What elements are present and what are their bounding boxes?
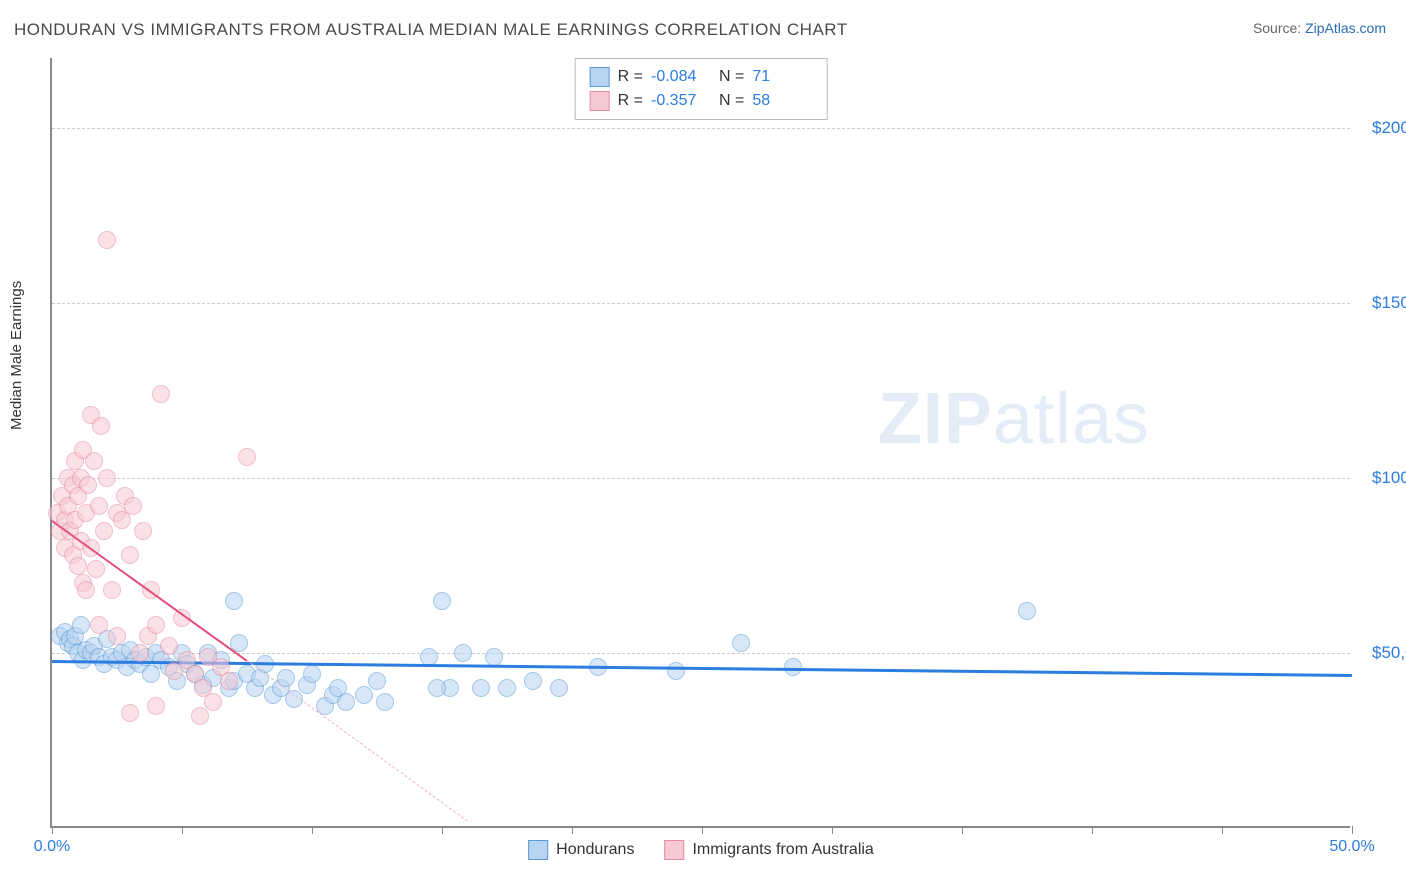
chart-title: HONDURAN VS IMMIGRANTS FROM AUSTRALIA ME… xyxy=(14,20,848,40)
data-point xyxy=(95,522,113,540)
data-point xyxy=(454,644,472,662)
data-point xyxy=(85,452,103,470)
x-tick-label: 0.0% xyxy=(34,838,70,856)
data-point xyxy=(147,697,165,715)
data-point xyxy=(225,592,243,610)
data-point xyxy=(191,707,209,725)
r-label: R = xyxy=(618,92,643,110)
x-tick xyxy=(1092,826,1093,834)
x-tick xyxy=(572,826,573,834)
data-point xyxy=(368,672,386,690)
data-point xyxy=(420,648,438,666)
legend-swatch xyxy=(590,91,610,111)
correlation-legend: R = -0.084 N = 71 R = -0.357 N = 58 xyxy=(575,58,828,120)
legend-label: Immigrants from Australia xyxy=(692,841,873,859)
data-point xyxy=(524,672,542,690)
data-point xyxy=(147,616,165,634)
data-point xyxy=(90,497,108,515)
y-tick-label: $150,000 xyxy=(1360,293,1406,313)
source-label: Source: xyxy=(1253,20,1301,36)
data-point xyxy=(498,679,516,697)
data-point xyxy=(550,679,568,697)
data-point xyxy=(77,581,95,599)
data-point xyxy=(121,704,139,722)
data-point xyxy=(90,616,108,634)
legend-item: Immigrants from Australia xyxy=(664,840,873,860)
data-point xyxy=(98,469,116,487)
x-tick xyxy=(702,826,703,834)
source-attribution: Source: ZipAtlas.com xyxy=(1253,20,1386,36)
legend-label: Hondurans xyxy=(556,841,634,859)
watermark-bold: ZIP xyxy=(878,379,993,459)
x-tick-label: 50.0% xyxy=(1329,838,1374,856)
data-point xyxy=(472,679,490,697)
x-tick xyxy=(1222,826,1223,834)
legend-swatch xyxy=(590,67,610,87)
n-value: 71 xyxy=(752,68,812,86)
data-point xyxy=(79,476,97,494)
x-tick xyxy=(52,826,53,834)
r-value: -0.357 xyxy=(651,92,711,110)
plot-area: ZIPatlas R = -0.084 N = 71 R = -0.357 N = 5… xyxy=(50,58,1350,828)
data-point xyxy=(152,385,170,403)
gridline xyxy=(52,478,1350,479)
gridline xyxy=(52,128,1350,129)
n-label: N = xyxy=(719,92,744,110)
data-point xyxy=(238,448,256,466)
data-point xyxy=(124,497,142,515)
n-value: 58 xyxy=(752,92,812,110)
data-point xyxy=(220,672,238,690)
data-point xyxy=(87,560,105,578)
y-axis-label: Median Male Earnings xyxy=(8,281,25,430)
x-tick xyxy=(312,826,313,834)
data-point xyxy=(121,546,139,564)
data-point xyxy=(134,522,152,540)
x-tick xyxy=(832,826,833,834)
data-point xyxy=(98,231,116,249)
data-point xyxy=(92,417,110,435)
x-tick xyxy=(182,826,183,834)
legend-item: Hondurans xyxy=(528,840,634,860)
x-tick xyxy=(442,826,443,834)
gridline xyxy=(52,303,1350,304)
legend-swatch xyxy=(664,840,684,860)
y-tick-label: $100,000 xyxy=(1360,468,1406,488)
watermark-light: atlas xyxy=(993,379,1150,459)
data-point xyxy=(72,616,90,634)
legend-row: R = -0.357 N = 58 xyxy=(590,89,813,113)
data-point xyxy=(1018,602,1036,620)
data-point xyxy=(376,693,394,711)
r-value: -0.084 xyxy=(651,68,711,86)
y-tick-label: $200,000 xyxy=(1360,118,1406,138)
data-point xyxy=(108,627,126,645)
legend-swatch xyxy=(528,840,548,860)
data-point xyxy=(160,637,178,655)
data-point xyxy=(667,662,685,680)
data-point xyxy=(732,634,750,652)
n-label: N = xyxy=(719,68,744,86)
data-point xyxy=(355,686,373,704)
data-point xyxy=(303,665,321,683)
x-tick xyxy=(1352,826,1353,834)
r-label: R = xyxy=(618,68,643,86)
x-tick xyxy=(962,826,963,834)
data-point xyxy=(69,557,87,575)
data-point xyxy=(337,693,355,711)
gridline xyxy=(52,653,1350,654)
data-point xyxy=(204,693,222,711)
data-point xyxy=(131,644,149,662)
data-point xyxy=(485,648,503,666)
series-legend: Hondurans Immigrants from Australia xyxy=(528,840,874,860)
source-link[interactable]: ZipAtlas.com xyxy=(1305,20,1386,36)
data-point xyxy=(428,679,446,697)
watermark: ZIPatlas xyxy=(878,378,1150,460)
data-point xyxy=(103,581,121,599)
legend-row: R = -0.084 N = 71 xyxy=(590,65,813,89)
data-point xyxy=(433,592,451,610)
y-tick-label: $50,000 xyxy=(1360,643,1406,663)
